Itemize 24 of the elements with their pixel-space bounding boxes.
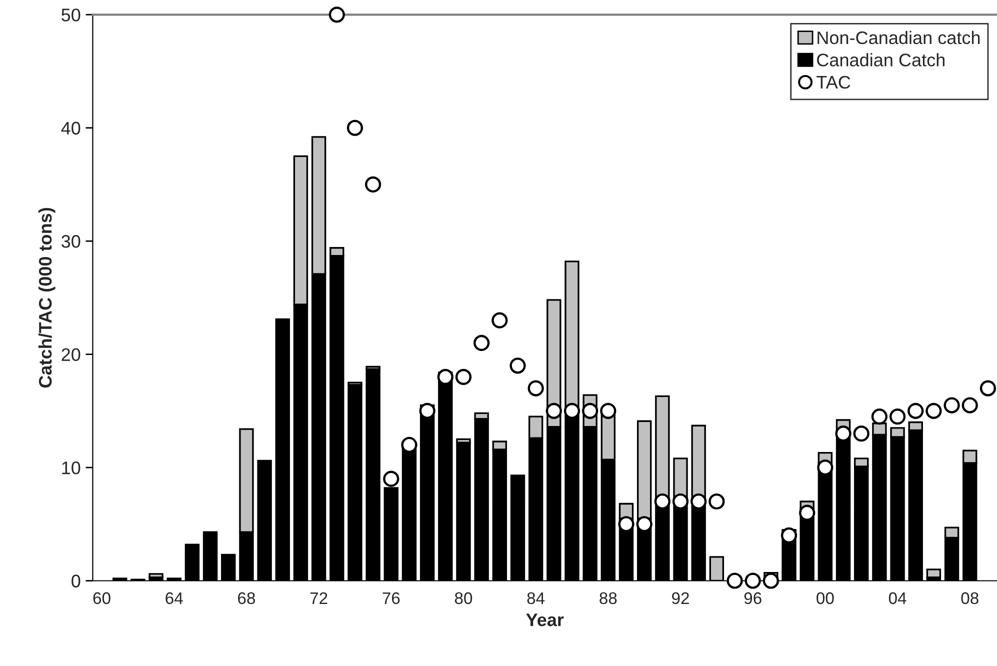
- legend-label: Canadian Catch: [817, 53, 944, 66]
- y-tick-label: 0: [72, 574, 80, 588]
- y-tick-label: 50: [62, 8, 80, 22]
- y-axis-title: Catch/TAC (000 tons): [38, 208, 56, 388]
- x-tick-label: 96: [744, 592, 762, 604]
- x-tick-label: 76: [382, 592, 400, 604]
- x-tick-label: 60: [93, 592, 110, 604]
- legend-label: Non-Canadian catch: [818, 30, 980, 44]
- x-tick-label: 80: [454, 592, 472, 604]
- y-tick-label: 20: [62, 348, 80, 362]
- x-tick-label: 08: [961, 592, 978, 604]
- x-tick-label: 92: [672, 592, 689, 604]
- x-tick-label: 72: [310, 592, 328, 604]
- x-tick-label: 68: [238, 592, 255, 604]
- x-tick-label: 00: [816, 592, 834, 604]
- y-tick-label: 10: [62, 461, 80, 474]
- legend-label: TAC: [816, 76, 850, 89]
- x-tick-label: 84: [527, 592, 545, 604]
- x-tick-label: 88: [600, 592, 617, 604]
- y-tick-label: 30: [62, 235, 80, 248]
- x-tick-label: 64: [166, 592, 183, 604]
- y-tick-label: 40: [61, 122, 80, 135]
- x-tick-label: 04: [888, 592, 906, 604]
- x-axis-title: Year: [526, 614, 564, 626]
